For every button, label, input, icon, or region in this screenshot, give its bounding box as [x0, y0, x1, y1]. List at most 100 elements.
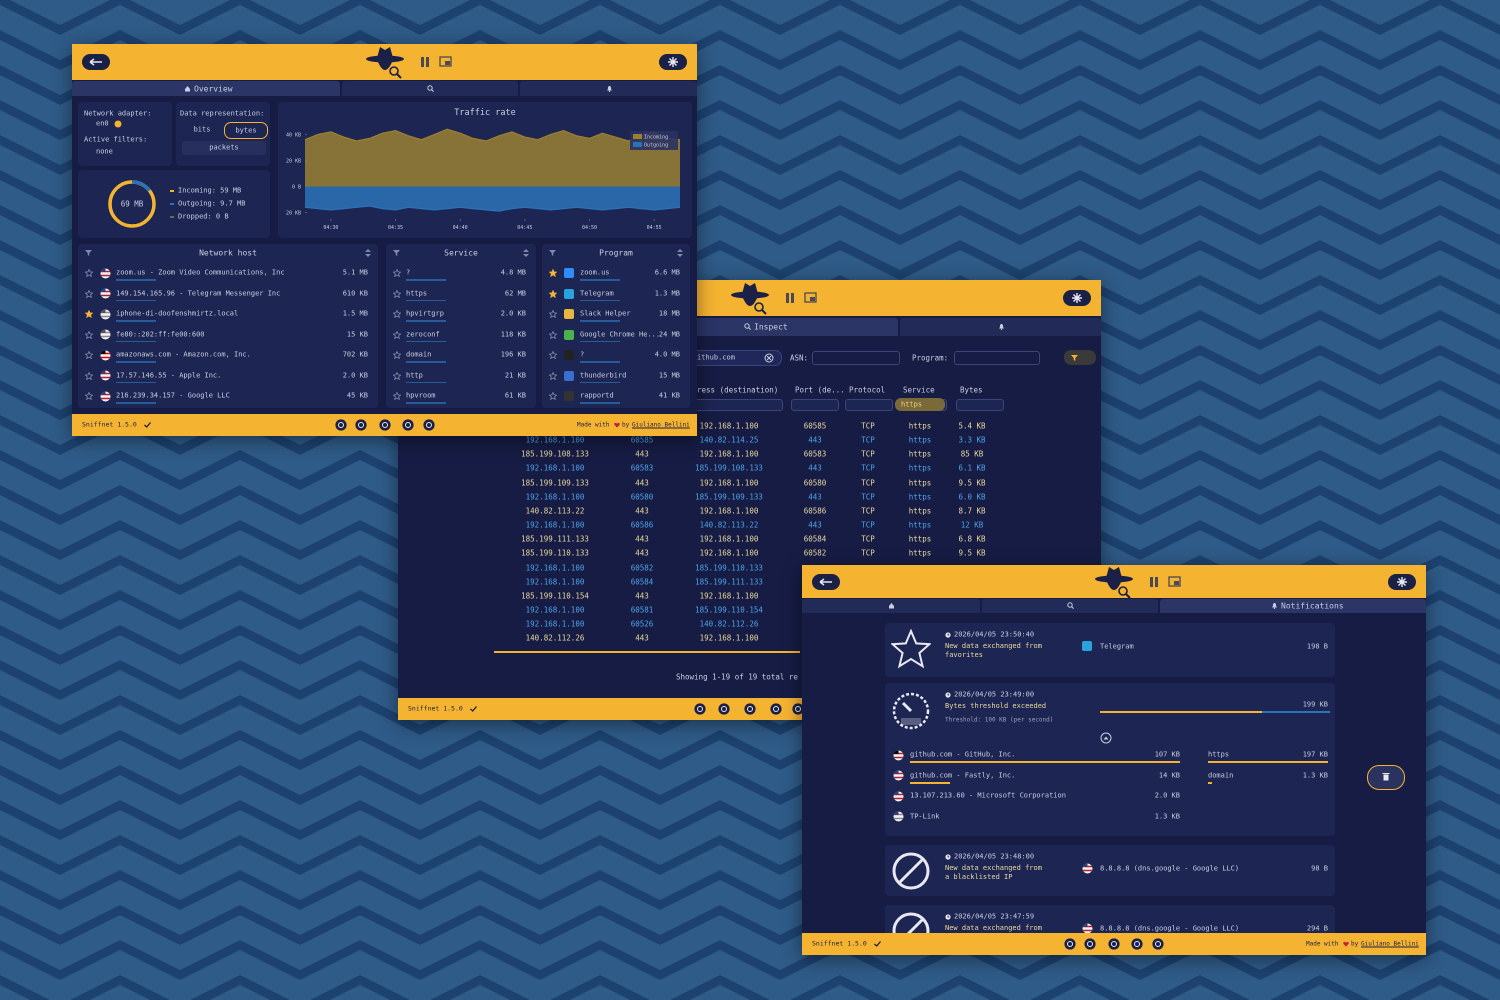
favorite-star[interactable] [548, 268, 558, 278]
pip-button[interactable] [438, 56, 452, 67]
footer-link[interactable] [355, 419, 367, 431]
settings-button[interactable] [1063, 290, 1091, 306]
footer-link[interactable] [792, 703, 804, 715]
pause-button[interactable] [784, 292, 796, 304]
representation-option[interactable]: bits [184, 122, 220, 137]
footer-link[interactable] [744, 703, 756, 715]
favorite-star[interactable] [548, 391, 558, 401]
tab[interactable] [342, 81, 518, 96]
check-icon [144, 422, 151, 428]
panel [885, 683, 1335, 836]
search-input[interactable]: ithub.com [690, 350, 782, 366]
footer-link[interactable] [402, 419, 414, 431]
icon-part [945, 632, 951, 638]
representation-option[interactable]: packets [182, 141, 266, 155]
icon-part [365, 47, 404, 79]
back-button[interactable] [82, 54, 110, 70]
cell: 60582 [803, 548, 827, 558]
filter-button[interactable] [1064, 350, 1096, 365]
favorite-star[interactable] [392, 289, 402, 298]
representation-option[interactable]: bytes [224, 122, 268, 139]
cell: 192.168.1.100 [699, 478, 759, 488]
favorite-star[interactable] [84, 309, 94, 319]
filter-icon[interactable] [393, 249, 400, 256]
favorite-star[interactable] [84, 268, 94, 278]
favorite-star[interactable] [548, 289, 558, 298]
pause-button[interactable] [419, 56, 431, 68]
column-filter[interactable] [791, 399, 839, 411]
favorite-star[interactable] [84, 330, 94, 339]
footer-link[interactable] [770, 703, 782, 715]
legend-swatch [633, 134, 642, 139]
back-button[interactable] [812, 573, 840, 590]
footer-link[interactable] [1108, 938, 1120, 950]
favorite-star[interactable] [392, 309, 402, 319]
footer-link[interactable] [379, 419, 391, 431]
cell: https [908, 534, 932, 544]
cell: 140.82.114.25 [699, 435, 759, 445]
collapse-button[interactable] [1100, 732, 1112, 744]
favorite-star[interactable] [548, 371, 558, 380]
footer-link[interactable] [1084, 938, 1096, 950]
favorite-star[interactable] [548, 350, 558, 360]
cell: 443 [808, 463, 822, 473]
favorite-star[interactable] [392, 350, 402, 360]
settings-button[interactable] [1388, 573, 1416, 590]
author-link[interactable]: Giuliano Bellini [1361, 940, 1419, 948]
favorite-star[interactable] [84, 391, 94, 401]
filter-icon[interactable] [85, 249, 92, 256]
footer-link[interactable] [718, 703, 730, 715]
icon-part [392, 371, 402, 380]
icon-part [365, 249, 371, 257]
footer-link[interactable] [335, 419, 347, 431]
program-input[interactable] [954, 351, 1040, 365]
asn-input[interactable] [812, 351, 900, 365]
sort-icon[interactable] [523, 249, 529, 257]
pip-button[interactable] [803, 292, 817, 303]
column-filter[interactable] [956, 399, 1004, 411]
cell: 60581 [630, 605, 654, 615]
favorite-star[interactable] [548, 309, 558, 319]
cell: 192.168.1.100 [699, 591, 759, 601]
sort-icon[interactable] [365, 249, 371, 257]
pause-button[interactable] [1148, 576, 1160, 588]
check-icon [470, 706, 477, 712]
clear-all-button[interactable] [1367, 765, 1405, 790]
favorite-star[interactable] [392, 268, 402, 278]
favorite-star[interactable] [84, 350, 94, 360]
tab[interactable] [802, 599, 980, 613]
favorite-star[interactable] [392, 391, 402, 401]
row-name: zoom.us - Zoom Video Communications, Inc [116, 268, 285, 277]
cell: 185.199.109.133 [521, 478, 589, 488]
favorite-star[interactable] [392, 371, 402, 380]
footer-link[interactable] [694, 703, 706, 715]
footer: Sniffnet 1.5.0 Made with by Giuliano Bellin… [72, 414, 697, 436]
favorite-star[interactable] [84, 371, 94, 380]
footer-link[interactable] [1131, 938, 1143, 950]
footer-link[interactable] [1064, 938, 1076, 950]
column-filter[interactable] [845, 399, 893, 411]
favorite-star[interactable] [392, 330, 402, 339]
pip-button[interactable] [1168, 575, 1181, 587]
tab[interactable]: Inspect [634, 318, 898, 336]
tab[interactable] [520, 81, 697, 96]
icon-part [893, 750, 899, 754]
sort-icon[interactable] [677, 249, 683, 257]
footer-link[interactable] [1152, 938, 1164, 950]
favorite-star[interactable] [548, 330, 558, 339]
icon-part [1072, 293, 1082, 303]
funnel-icon [1071, 354, 1078, 361]
tab[interactable] [900, 318, 1101, 336]
footer-link[interactable] [423, 419, 435, 431]
filter-icon[interactable] [549, 249, 556, 256]
tab[interactable] [982, 599, 1158, 613]
tab[interactable]: Overview [72, 81, 340, 96]
icon-part [84, 330, 94, 339]
threshold: Threshold: 100 KB (per second) [945, 716, 1054, 724]
settings-button[interactable] [659, 54, 687, 70]
favorite-star[interactable] [84, 289, 94, 298]
column-filter[interactable] [693, 399, 783, 411]
clear-icon[interactable] [764, 353, 774, 363]
author-link[interactable]: Giuliano Bellini [632, 421, 690, 429]
tab[interactable]: Notifications [1160, 599, 1426, 613]
